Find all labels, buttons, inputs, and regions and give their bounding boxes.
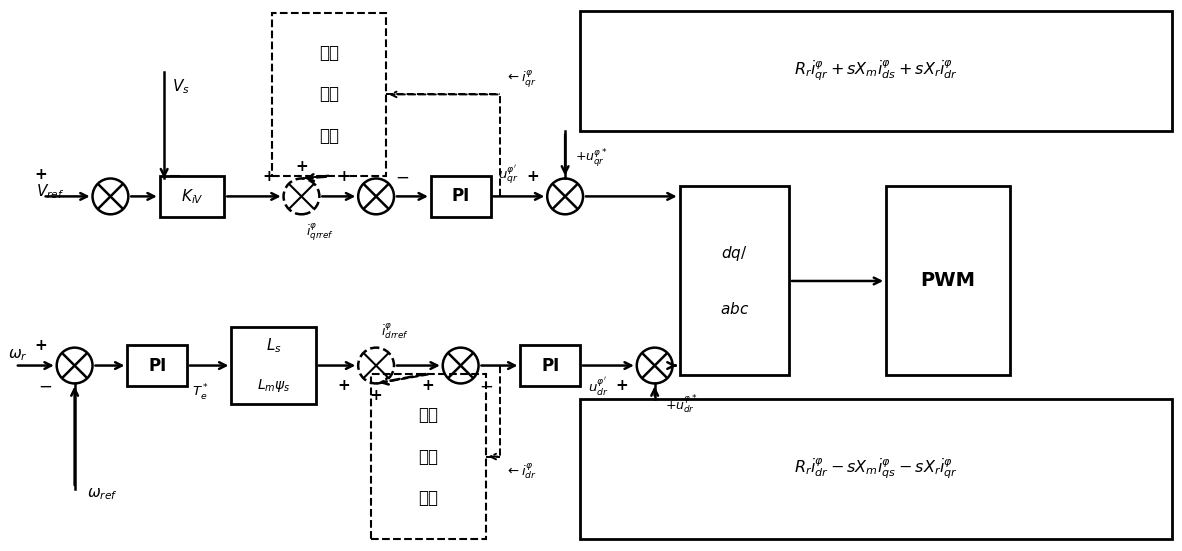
Text: PI: PI	[452, 187, 469, 206]
Text: +: +	[34, 338, 47, 353]
Bar	[160, 176, 225, 217]
Text: $u^{\varphi'}_{dr}$: $u^{\varphi'}_{dr}$	[587, 376, 609, 398]
Bar	[580, 399, 1173, 539]
Text: PWM: PWM	[921, 272, 975, 290]
Text: +: +	[422, 378, 434, 393]
Bar	[580, 12, 1173, 131]
Text: $T_e^*$: $T_e^*$	[191, 383, 209, 403]
Bar	[520, 344, 580, 386]
Text: 平均: 平均	[319, 85, 339, 104]
Text: PI: PI	[541, 356, 559, 375]
Text: $L_m\psi_s$: $L_m\psi_s$	[256, 377, 291, 394]
Text: +: +	[262, 169, 275, 184]
Text: +: +	[526, 169, 539, 184]
Text: $\omega_r$: $\omega_r$	[8, 348, 27, 364]
Bar	[232, 327, 316, 404]
Text: $\dot{\imath}^{\varphi}_{qrref}$: $\dot{\imath}^{\varphi}_{qrref}$	[306, 222, 335, 243]
Text: $u^{\varphi'}_{qr}$: $u^{\varphi'}_{qr}$	[499, 163, 519, 186]
Text: $dq/$: $dq/$	[721, 244, 747, 263]
Text: $V_{ref}$: $V_{ref}$	[35, 182, 64, 201]
Text: $V_s$: $V_s$	[173, 77, 190, 96]
Text: 移相: 移相	[418, 406, 439, 424]
Text: $K_{iV}$: $K_{iV}$	[181, 187, 203, 206]
Text: +: +	[370, 388, 383, 403]
Text: +: +	[337, 378, 350, 393]
Text: 移相: 移相	[319, 44, 339, 62]
Text: +: +	[337, 169, 350, 184]
Text: $\leftarrow i^{\varphi}_{qr}$: $\leftarrow i^{\varphi}_{qr}$	[506, 69, 538, 90]
Text: $-$: $-$	[38, 376, 52, 395]
Text: 平均: 平均	[418, 447, 439, 466]
Bar	[430, 176, 491, 217]
Text: $abc$: $abc$	[720, 301, 749, 317]
Text: $\omega_{ref}$: $\omega_{ref}$	[86, 486, 117, 502]
Text: $+u^{\varphi*}_{dr}$: $+u^{\varphi*}_{dr}$	[664, 393, 697, 416]
Bar	[886, 186, 1011, 375]
Bar	[128, 344, 187, 386]
Bar	[680, 186, 790, 375]
Text: $-$: $-$	[167, 165, 181, 183]
Text: $-$: $-$	[480, 376, 494, 395]
Text: $-$: $-$	[395, 168, 409, 186]
Text: +: +	[616, 378, 628, 393]
Text: +: +	[296, 159, 307, 174]
Text: $\leftarrow i^{\varphi}_{dr}$: $\leftarrow i^{\varphi}_{dr}$	[506, 462, 538, 482]
Text: $L_s$: $L_s$	[266, 336, 281, 355]
Bar	[272, 13, 387, 176]
Text: 控制: 控制	[418, 489, 439, 507]
Text: $R_r\dot{\imath}^{\varphi}_{dr}-sX_m\dot{\imath}^{\varphi}_{qs}-sX_r\dot{\imath}: $R_r\dot{\imath}^{\varphi}_{dr}-sX_m\dot…	[794, 457, 959, 482]
Text: 控制: 控制	[319, 127, 339, 145]
Text: PI: PI	[148, 356, 167, 375]
Bar	[371, 375, 486, 539]
Text: $\dot{\imath}^{\varphi}_{drref}$: $\dot{\imath}^{\varphi}_{drref}$	[381, 321, 409, 341]
Text: $+u^{\varphi*}_{qr}$: $+u^{\varphi*}_{qr}$	[576, 145, 608, 169]
Text: +: +	[34, 167, 47, 182]
Text: $R_r\dot{\imath}^{\varphi}_{qr}+sX_m\dot{\imath}^{\varphi}_{ds}+sX_r\dot{\imath}: $R_r\dot{\imath}^{\varphi}_{qr}+sX_m\dot…	[794, 59, 959, 83]
